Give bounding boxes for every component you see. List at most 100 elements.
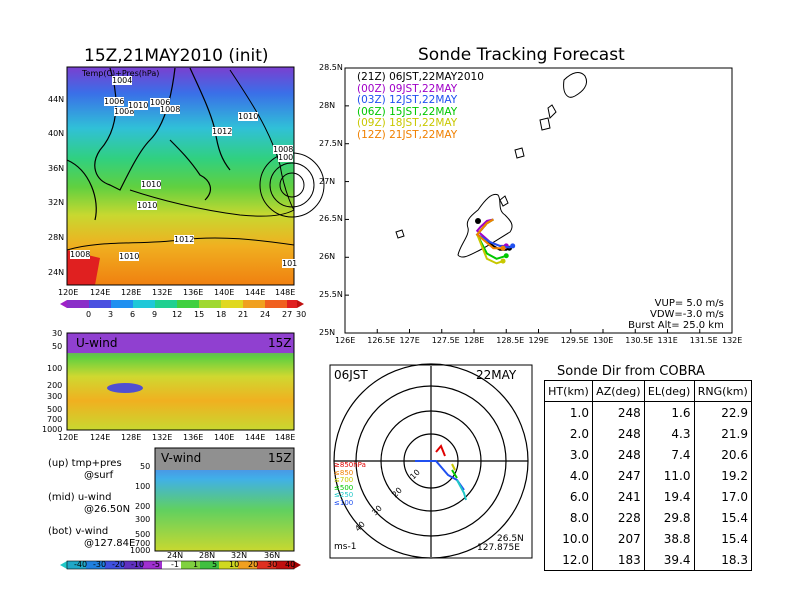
cbar-tick: 6 <box>130 310 136 319</box>
temperature-colorbar <box>60 300 304 308</box>
annotation-vup: VUP= 5.0 m/s <box>654 298 724 309</box>
col-header: EL(deg) <box>643 380 695 402</box>
pressure-item: ≤250 <box>334 491 354 499</box>
lon-label: 140E <box>214 288 235 297</box>
table-cell: 207 <box>592 528 645 549</box>
pres-label: 200 <box>135 502 151 511</box>
x-tick-label: 132E <box>722 336 743 345</box>
table-cell: 241 <box>592 486 645 507</box>
isobar-label: 1010 <box>119 252 140 261</box>
table-cell: 4.0 <box>544 465 593 486</box>
annotation-vdw: VDW=-3.0 m/s <box>650 309 724 320</box>
u-wind-frame <box>66 332 295 431</box>
pres-label: 50 <box>140 462 151 471</box>
legend-series: (21Z) 06JST,22MAY2010 <box>357 71 484 83</box>
launch-point <box>475 218 481 224</box>
table-cell: 12.0 <box>544 549 593 571</box>
pressure-item: ≤850 <box>334 468 354 477</box>
map-frame <box>66 66 295 286</box>
polar-time-right: 22MAY <box>476 368 517 382</box>
okinawa-island <box>395 72 588 258</box>
temperature-field <box>67 67 294 285</box>
u-wind-label: U-wind <box>76 336 118 350</box>
table-cell: 4.3 <box>643 423 695 444</box>
panel-legend: (up) tmp+pres @surf (mid) u-wind @26.50N… <box>48 458 135 550</box>
table-cell: 247 <box>592 465 645 486</box>
cbar-tick: 27 <box>282 310 293 319</box>
table-title: Sonde Dir from COBRA <box>557 364 705 379</box>
y-tick-label: 28N <box>319 100 336 110</box>
pres-label: 100 <box>47 364 63 373</box>
pressure-legend: ≥850hPa ≤850 ≤700 ≤500 ≤250 ≤100 <box>334 461 366 507</box>
track-annotations: VUP= 5.0 m/s VDW=-3.0 m/s Burst Alt= 25.… <box>628 298 724 331</box>
x-tick-label: 130E <box>593 336 614 345</box>
y-tick-label: 27.5N <box>319 138 343 148</box>
track-endpoint <box>500 258 506 264</box>
table-cell: 1.6 <box>643 401 695 423</box>
cbar-tick: 0 <box>86 310 92 319</box>
track-legend: (21Z) 06JST,22MAY2010 (00Z) 09JST,22MAY … <box>357 71 484 142</box>
y-tick-label: 26N <box>319 252 336 262</box>
table-cell: 248 <box>592 423 645 444</box>
lon-label: 132E <box>152 433 173 442</box>
isobar-label: 1012 <box>174 235 195 244</box>
y-tick-label: 25N <box>319 328 336 337</box>
x-tick-label: 130.5E <box>625 336 654 345</box>
cbar-tick: 1 <box>193 560 199 569</box>
pres-label: 300 <box>135 515 151 524</box>
track-title: Sonde Tracking Forecast <box>418 45 625 65</box>
track-plot-frame <box>344 67 733 334</box>
isobar-label: 1008 <box>273 145 294 154</box>
cbar-tick: -10 <box>131 560 145 569</box>
table-cell: 15.4 <box>693 528 752 549</box>
legend-bot: (bot) v-wind <box>48 526 109 537</box>
pres-label: 500 <box>135 530 151 539</box>
lon-label: 144E <box>245 288 266 297</box>
lon-label: 136E <box>183 433 204 442</box>
x-tick-label: 129.5E <box>560 336 589 345</box>
y-tick-label: 26.5N <box>319 214 343 224</box>
lat-label: 40N <box>48 129 65 138</box>
x-tick-label: 127E <box>399 336 420 345</box>
table-cell: 15.4 <box>693 507 752 528</box>
x-tick-label: 126E <box>335 336 356 345</box>
col-header: HT(km) <box>544 380 593 402</box>
table-row: 6.0 241 19.4 17.0 <box>544 486 752 507</box>
lon-label: 128E <box>121 433 142 442</box>
legend-series: (09Z) 18JST,22MAY <box>357 117 458 130</box>
v-wind-time: 15Z <box>268 451 292 465</box>
cbar-tick: 12 <box>172 310 183 319</box>
lat-label: 36N <box>48 164 65 173</box>
pres-label: 1000 <box>130 546 151 555</box>
legend-series: (12Z) 21JST,22MAY <box>357 128 458 141</box>
track-endpoint <box>500 245 506 251</box>
table-cell: 10.0 <box>544 528 593 549</box>
cbar-tick: -5 <box>152 560 160 569</box>
lon-label: 124E <box>90 288 111 297</box>
x-tick-label: 126.5E <box>367 336 396 345</box>
y-tick-label: 25.5N <box>319 290 343 300</box>
lon-label: 124E <box>90 433 111 442</box>
isobar-label: 1012 <box>212 127 233 136</box>
table-cell: 19.4 <box>643 486 695 507</box>
legend-up-level: @surf <box>84 470 114 481</box>
cbar-tick: 21 <box>238 310 249 319</box>
v-wind-frame <box>154 447 295 552</box>
cbar-tick: 30 <box>296 310 307 319</box>
cbar-tick: -40 <box>74 560 88 569</box>
pres-label: 200 <box>47 381 63 390</box>
lon-label: 148E <box>275 433 296 442</box>
table-row: 3.0 248 7.4 20.6 <box>544 444 752 465</box>
table-cell: 228 <box>592 507 645 528</box>
annotation-burst: Burst Alt= 25.0 km <box>628 320 724 331</box>
x-tick-label: 129E <box>528 336 549 345</box>
table-cell: 8.0 <box>544 507 593 528</box>
isobar-label: 100 <box>278 153 294 162</box>
cbar-tick: 15 <box>194 310 205 319</box>
table-cell: 39.4 <box>643 549 695 571</box>
x-tick-label: 128E <box>464 336 485 345</box>
lon-label: 132E <box>152 288 173 297</box>
table-cell: 19.2 <box>693 465 752 486</box>
cbar-tick: -30 <box>93 560 107 569</box>
track-axes <box>344 67 733 334</box>
